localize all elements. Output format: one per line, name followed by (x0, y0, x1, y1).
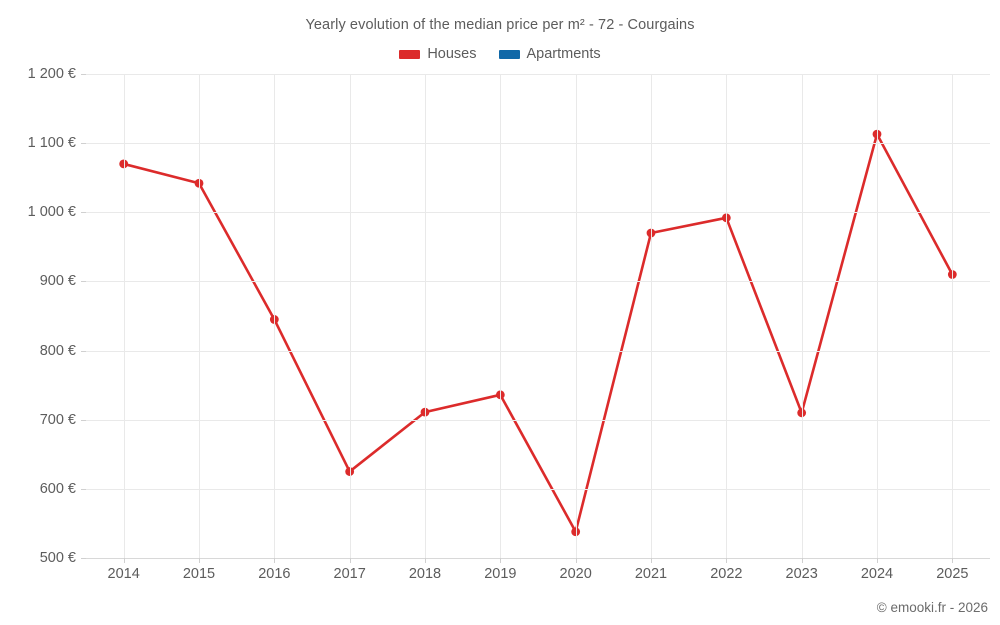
x-axis-tick-mark (801, 558, 803, 563)
x-axis-tick-mark (877, 558, 878, 563)
gridline-vertical (801, 74, 803, 558)
x-axis-tick-label: 2017 (333, 566, 366, 582)
axis-baseline (86, 558, 990, 559)
x-axis-tick-mark (274, 558, 276, 563)
y-axis-tick-mark (81, 143, 86, 145)
legend-item-houses[interactable]: Houses (399, 46, 477, 62)
y-axis-tick-label: 600 € (39, 480, 76, 497)
x-axis-tick-label: 2018 (408, 566, 442, 582)
legend-item-label: Apartments (526, 46, 601, 62)
gridline-vertical (952, 74, 954, 558)
x-axis-tick-label: 2022 (710, 566, 743, 582)
x-axis-tick-mark (123, 558, 125, 563)
legend-swatch-icon (498, 49, 520, 59)
gridline-horizontal (86, 350, 990, 352)
y-axis-tick-mark (81, 558, 86, 559)
y-axis-tick-mark (81, 350, 86, 352)
gridline-vertical (425, 74, 426, 558)
x-axis-tick-label: 2024 (860, 566, 894, 582)
series-layer: 2014: 10702015: 10422016: 8452017: 62520… (119, 129, 957, 537)
gridline-vertical (274, 74, 276, 558)
x-axis-tick-label: 2019 (484, 566, 517, 582)
gridline-vertical (349, 74, 351, 558)
x-axis-tick-label: 2016 (258, 566, 291, 582)
x-axis-tick-mark (199, 558, 200, 563)
x-axis-tick-mark (349, 558, 351, 563)
series-line-houses (122, 132, 954, 534)
plot-area: 2014: 10702015: 10422016: 8452017: 62520… (86, 74, 990, 559)
chart-legend: Houses Apartments (0, 46, 1000, 62)
credit-label: © emooki.fr - 2026 (876, 600, 988, 615)
legend-item-label: Houses (427, 46, 477, 62)
y-axis-tick-label: 900 € (39, 273, 76, 290)
y-axis-tick-mark (81, 419, 86, 421)
data-point[interactable]: 2021: 970 (646, 228, 656, 238)
x-axis-tick-label: 2023 (785, 566, 818, 582)
y-axis-tick-mark (81, 74, 86, 75)
gridline-vertical (726, 74, 728, 558)
gridline-horizontal (86, 281, 990, 283)
y-axis-tick-label: 700 € (39, 411, 76, 428)
chart-title: Yearly evolution of the median price per… (305, 17, 695, 33)
y-axis-tick-mark (81, 212, 86, 214)
gridline-vertical (651, 74, 652, 558)
x-axis-tick-mark (952, 558, 954, 563)
x-axis-tick-mark (500, 558, 502, 563)
y-axis-tick-label: 1 200 € (27, 66, 76, 82)
gridline-vertical (500, 74, 502, 558)
gridline-horizontal (86, 488, 990, 490)
x-axis-tick-mark (575, 558, 577, 563)
x-axis-tick-mark (651, 558, 652, 563)
gridline-vertical (199, 74, 200, 558)
x-axis-tick-label: 2020 (559, 566, 592, 582)
gridline-horizontal (86, 212, 990, 214)
y-axis-tick-label: 500 € (39, 550, 76, 566)
y-axis-tick-label: 800 € (39, 342, 76, 359)
y-axis-tick-label: 1 000 € (27, 204, 76, 221)
x-axis-tick-label: 2014 (107, 566, 140, 582)
gridline-vertical (877, 74, 878, 558)
y-axis-tick-mark (81, 281, 86, 283)
x-axis-tick-label: 2021 (634, 566, 668, 582)
gridline-horizontal (86, 74, 990, 75)
legend-swatch-icon (399, 49, 421, 59)
y-axis-tick-label: 1 100 € (27, 135, 76, 152)
x-axis-tick-mark (726, 558, 728, 563)
x-axis-tick-label: 2025 (936, 566, 969, 582)
x-axis-tick-mark (425, 558, 426, 563)
x-axis-tick-label: 2015 (182, 566, 216, 582)
y-axis-tick-mark (81, 488, 86, 490)
gridline-vertical (123, 74, 125, 558)
data-point[interactable]: 2024: 1113 (872, 129, 882, 139)
gridline-horizontal (86, 419, 990, 421)
gridline-horizontal (86, 143, 990, 145)
gridline-vertical (575, 74, 577, 558)
legend-item-apartments[interactable]: Apartments (498, 46, 601, 62)
